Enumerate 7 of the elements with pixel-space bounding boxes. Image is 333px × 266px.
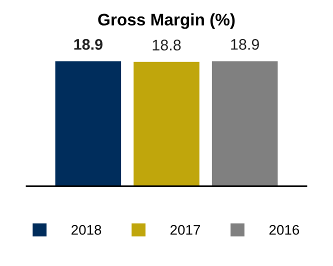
- legend-label: 2016: [269, 224, 300, 235]
- legend-label: 2017: [170, 224, 200, 235]
- data-label: 18.9: [231, 39, 259, 50]
- chart-title: Gross Margin (%): [98, 13, 235, 29]
- data-label: 18.9: [74, 39, 102, 50]
- legend-label: 2018: [72, 224, 102, 235]
- data-label: 18.8: [152, 40, 181, 50]
